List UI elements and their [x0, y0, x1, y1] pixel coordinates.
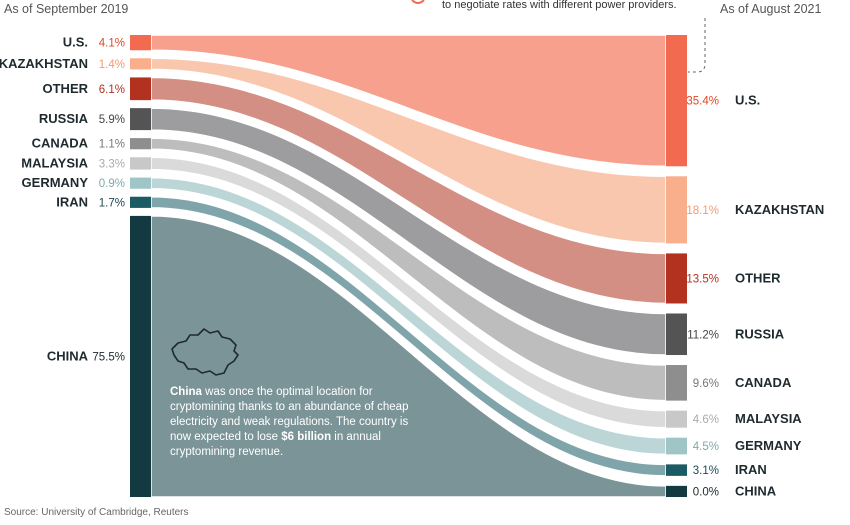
right-value-other: 13.5% [686, 273, 719, 285]
note-lead: China [170, 386, 202, 398]
right-value-canada: 9.6% [693, 378, 719, 390]
left-value-kazakhstan: 1.4% [99, 59, 125, 71]
left-bar-germany [130, 177, 151, 189]
source-text: Source: University of Cambridge, Reuters [4, 507, 189, 518]
note-text-1: was once the optimal location for crypto… [170, 386, 409, 443]
right-value-russia: 11.2% [687, 329, 719, 341]
band-china [150, 215, 667, 498]
right-bar-russia [666, 313, 687, 356]
right-value-malaysia: 4.6% [693, 414, 719, 426]
right-label-iran: IRAN [735, 462, 767, 477]
right-value-iran: 3.1% [693, 465, 719, 477]
right-bar-other [666, 253, 687, 304]
right-label-china: CHINA [735, 483, 777, 498]
right-bar-kazakhstan [666, 176, 687, 244]
left-bar-malaysia [130, 157, 151, 170]
right-label-russia: RUSSIA [735, 326, 785, 341]
right-label-other: OTHER [735, 270, 781, 285]
right-value-china: 0.0% [693, 486, 719, 498]
note-text-3: in annual cryptomining revenue. [170, 431, 381, 458]
right-label-germany: GERMANY [735, 438, 802, 453]
note-bold: $6 billion [281, 431, 332, 443]
left-label-kazakhstan: KAZAKHSTAN [0, 56, 88, 71]
right-period-heading: As of August 2021 [720, 2, 822, 16]
right-value-kazakhstan: 18.1% [686, 205, 719, 217]
band-canada [150, 137, 667, 402]
band-u-s- [150, 34, 667, 168]
left-value-canada: 1.1% [99, 139, 125, 151]
left-value-iran: 1.7% [99, 197, 125, 209]
left-value-other: 6.1% [99, 84, 125, 96]
right-value-u-s-: 35.4% [686, 96, 719, 108]
callout-connector [688, 18, 706, 73]
left-label-iran: IRAN [56, 194, 88, 209]
left-period-heading: As of September 2019 [4, 2, 129, 16]
band-other [150, 76, 667, 305]
left-value-germany: 0.9% [99, 178, 125, 190]
left-bar-u-s- [130, 35, 151, 51]
left-label-china: CHINA [47, 348, 89, 363]
right-label-canada: CANADA [735, 375, 792, 390]
left-value-u-s-: 4.1% [99, 38, 125, 50]
left-bar-other [130, 77, 151, 101]
right-value-germany: 4.5% [693, 441, 719, 453]
band-germany [150, 176, 667, 456]
left-value-china: 75.5% [92, 351, 125, 363]
left-label-germany: GERMANY [22, 175, 89, 190]
left-bar-kazakhstan [130, 58, 151, 70]
callout-text: to negotiate rates with different power … [442, 0, 677, 11]
left-label-malaysia: MALAYSIA [21, 155, 88, 170]
right-bar-malaysia [666, 410, 687, 428]
left-bar-china [130, 215, 151, 497]
right-bar-iran [666, 464, 687, 476]
left-label-other: OTHER [43, 81, 89, 96]
left-label-canada: CANADA [32, 136, 89, 151]
left-bar-iran [130, 196, 151, 208]
left-label-russia: RUSSIA [39, 111, 89, 126]
band-iran [150, 195, 667, 477]
right-bar-canada [666, 365, 687, 401]
band-kazakhstan [150, 57, 667, 245]
left-value-russia: 5.9% [99, 114, 125, 126]
callout-accent-mark [411, 0, 425, 4]
right-label-kazakhstan: KAZAKHSTAN [735, 202, 824, 217]
left-bar-russia [130, 108, 151, 131]
right-label-malaysia: MALAYSIA [735, 411, 802, 426]
left-value-malaysia: 3.3% [99, 158, 125, 170]
right-bar-u-s- [666, 35, 687, 167]
china-map-icon [171, 328, 239, 376]
right-bar-china [666, 485, 687, 497]
right-bar-germany [666, 437, 687, 455]
left-label-u-s-: U.S. [63, 35, 88, 50]
right-label-u-s-: U.S. [735, 93, 760, 108]
china-note: China was once the optimal location for … [170, 385, 420, 460]
left-bar-canada [130, 138, 151, 150]
